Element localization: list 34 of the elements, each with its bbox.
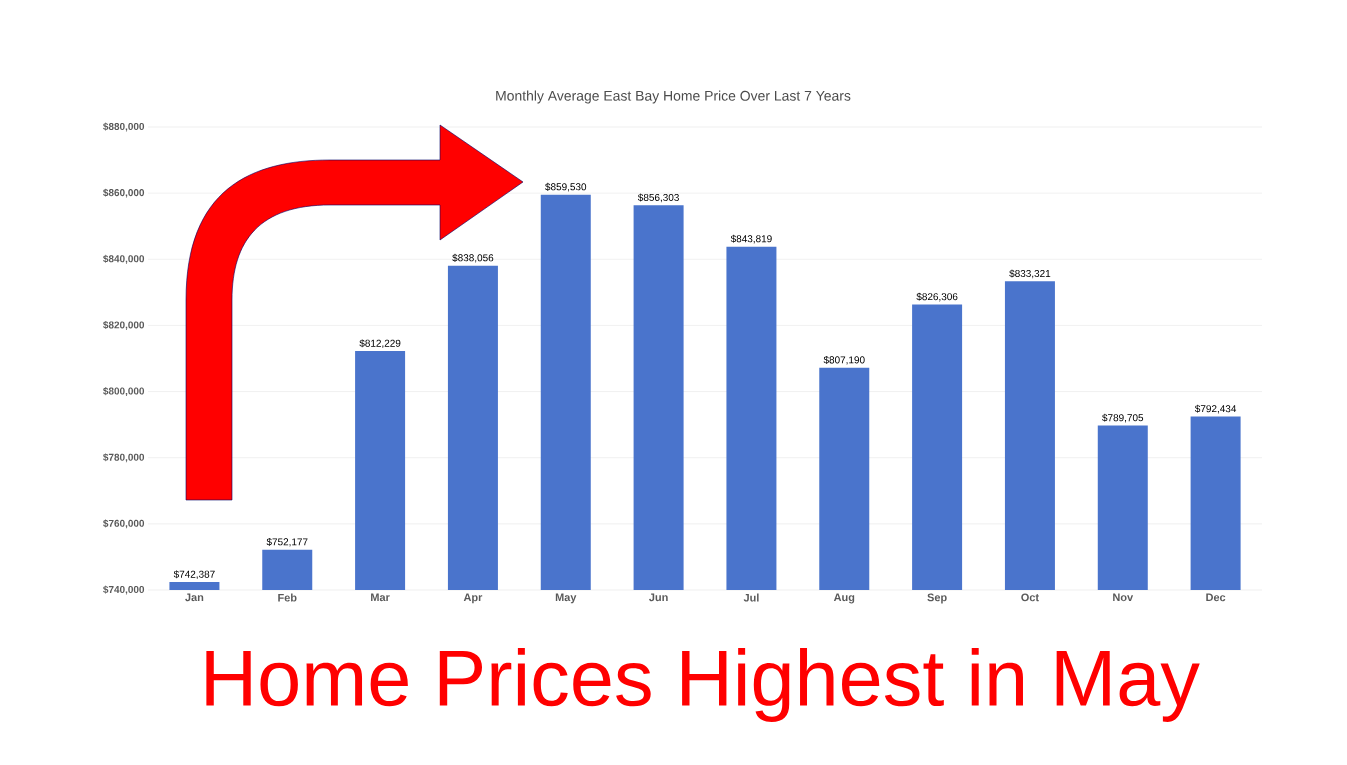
y-tick-label: $740,000 — [103, 585, 145, 595]
y-tick-label: $880,000 — [103, 122, 145, 132]
data-label: $742,387 — [173, 570, 215, 579]
data-label: $789,705 — [1102, 413, 1144, 423]
data-label: $812,229 — [359, 339, 401, 348]
data-label: $752,177 — [266, 537, 308, 547]
data-label: $807,190 — [823, 355, 865, 365]
text: Home Prices Highest in May — [206, 648, 1200, 722]
x-tick-label: Sep — [927, 593, 947, 604]
data-label: $833,321 — [1009, 269, 1051, 279]
data-label: $859,530 — [545, 182, 587, 192]
y-tick-label: $760,000 — [103, 519, 145, 529]
x-tick-label: Jul — [743, 593, 759, 602]
y-tick-label: $780,000 — [103, 453, 145, 463]
y-tick-label: $840,000 — [103, 254, 145, 264]
x-tick-label: Apr — [463, 593, 483, 604]
x-tick-label: Oct — [1021, 593, 1039, 602]
chart-title: Monthly Average East Bay Home Price Over Last 7 Years — [496, 90, 851, 104]
x-tick-label: Jan — [185, 593, 204, 602]
data-label: $856,303 — [637, 193, 679, 203]
data-label: $838,056 — [452, 253, 494, 263]
x-tick-label: Aug — [833, 593, 855, 604]
x-tick-label: Feb — [278, 593, 297, 602]
x-tick-label: Jun — [649, 593, 668, 602]
y-tick-label: $820,000 — [103, 320, 145, 330]
x-tick-label: Nov — [1113, 593, 1134, 602]
x-tick-label: Mar — [371, 593, 390, 602]
data-label: $792,434 — [1194, 404, 1237, 414]
x-tick-label: May — [555, 593, 577, 604]
y-tick-label: $800,000 — [103, 387, 145, 397]
data-label: $843,819 — [730, 234, 772, 244]
data-label: $826,306 — [916, 292, 958, 302]
x-tick-label: Dec — [1206, 593, 1226, 602]
y-tick-label: $860,000 — [103, 188, 145, 198]
